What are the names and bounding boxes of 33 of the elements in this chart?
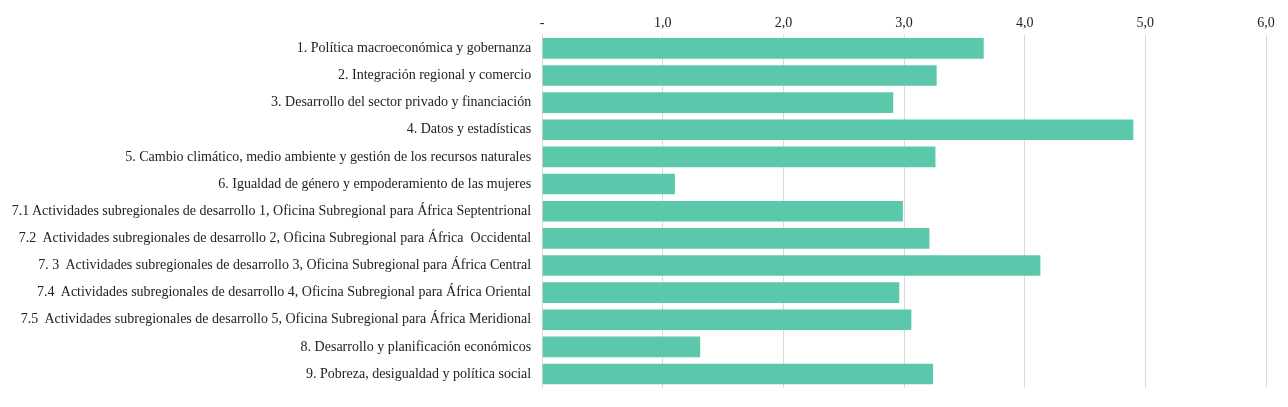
y-tick-label: 4. Datos y estadísticas bbox=[406, 121, 532, 137]
y-tick-label: 1. Política macroeconómica y gobernanza bbox=[296, 40, 532, 56]
bar bbox=[542, 38, 984, 59]
bar bbox=[542, 309, 912, 331]
x-tick-label: 3,0 bbox=[895, 15, 913, 31]
bar bbox=[542, 228, 930, 249]
y-tick-label: 9. Pobreza, desigualdad y política social bbox=[306, 365, 532, 381]
bar bbox=[542, 119, 1134, 141]
y-tick-label: 3. Desarrollo del sector privado y financiación bbox=[271, 94, 532, 110]
y-tick-label: 6. Igualdad de género y empoderamiento de las mujeres bbox=[218, 175, 532, 191]
y-tick-label: 7.4 Actividades subregionales de desarrollo 4, Oficina Subregional para África Oriental bbox=[37, 283, 532, 300]
y-tick-label: 7. 3 Actividades subregionales de desarrollo 3, Oficina Subregional para África Central bbox=[38, 256, 532, 273]
bar bbox=[542, 282, 900, 303]
bar bbox=[542, 65, 937, 86]
x-tick-label: - bbox=[539, 15, 545, 31]
x-tick-label: 4,0 bbox=[1015, 15, 1034, 31]
bar bbox=[542, 255, 1041, 276]
x-tick-label: 5,0 bbox=[1136, 15, 1155, 31]
x-tick-label: 6,0 bbox=[1257, 15, 1275, 31]
bar bbox=[542, 200, 903, 222]
y-tick-label: 7.1 Actividades subregionales de desarrollo 1, Oficina Subregional para África Septentrional bbox=[11, 201, 532, 218]
y-tick-label: 5. Cambio climático, medio ambiente y gestión de los recursos naturales bbox=[125, 148, 532, 164]
bar bbox=[542, 92, 894, 113]
x-tick-label: 1,0 bbox=[654, 15, 672, 31]
y-tick-label: 2. Integración regional y comercio bbox=[337, 67, 532, 83]
bar bbox=[542, 146, 936, 168]
x-tick-label: 2,0 bbox=[774, 15, 793, 31]
y-tick-label: 7.5 Actividades subregionales de desarrollo 5, Oficina Subregional para África Meridional bbox=[20, 310, 532, 327]
y-tick-label: 7.2 Actividades subregionales de desarrollo 2, Oficina Subregional para África Occidental bbox=[18, 229, 532, 246]
bar bbox=[542, 173, 675, 195]
y-tick-label: 8. Desarrollo y planificación económicos bbox=[300, 338, 532, 354]
bar bbox=[542, 363, 934, 385]
bar bbox=[542, 336, 701, 358]
